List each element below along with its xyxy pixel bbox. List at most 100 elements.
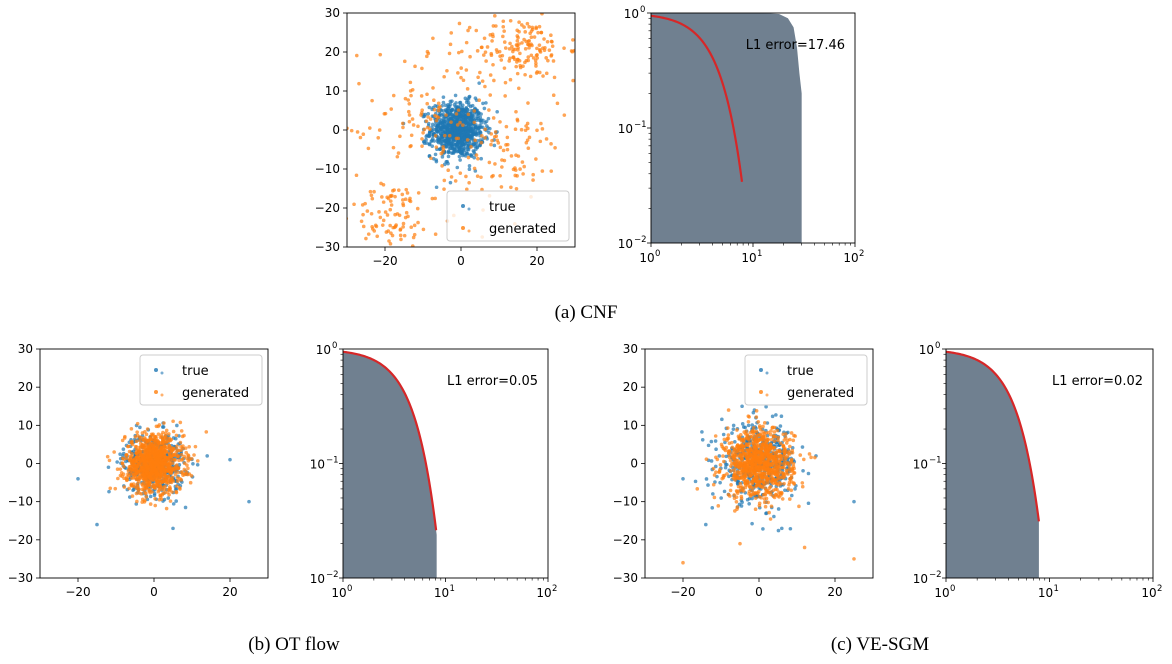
l1-error-annotation: L1 error=0.05	[447, 374, 538, 389]
point-true	[718, 480, 722, 485]
point-generated	[152, 468, 156, 473]
point-generated	[391, 225, 395, 230]
point-generated	[456, 50, 461, 55]
point-generated	[460, 49, 464, 54]
point-generated	[505, 135, 510, 140]
point-generated	[385, 213, 390, 217]
point-true	[439, 125, 444, 129]
scatter-points	[76, 417, 251, 531]
point-generated	[354, 173, 359, 178]
point-generated	[754, 484, 758, 489]
point-generated	[535, 56, 540, 60]
point-generated	[495, 50, 500, 54]
point-true	[478, 118, 483, 123]
point-generated	[398, 228, 403, 232]
point-generated	[127, 465, 132, 469]
point-true	[171, 502, 176, 506]
y-tick-exponent: 0	[640, 5, 645, 15]
point-generated	[762, 500, 767, 505]
point-true	[76, 476, 80, 481]
point-generated	[542, 48, 547, 53]
point-generated	[792, 433, 796, 438]
point-true	[440, 155, 445, 159]
point-generated	[520, 41, 524, 45]
point-true	[148, 494, 153, 499]
point-generated	[424, 119, 429, 123]
point-true	[442, 162, 447, 167]
point-true	[776, 507, 781, 511]
point-generated	[761, 430, 766, 434]
point-generated	[187, 472, 192, 476]
point-generated	[751, 451, 755, 455]
point-generated	[449, 120, 453, 124]
point-generated	[513, 47, 517, 52]
point-generated	[135, 421, 140, 426]
point-generated	[756, 443, 761, 448]
point-generated	[174, 490, 179, 495]
point-generated	[762, 421, 767, 425]
point-generated	[184, 469, 189, 474]
point-true	[790, 446, 795, 450]
point-generated	[769, 437, 774, 442]
point-generated	[120, 474, 124, 478]
point-true	[789, 493, 794, 498]
point-generated	[430, 196, 435, 201]
point-generated	[113, 486, 118, 491]
point-generated	[490, 39, 494, 43]
point-generated	[112, 450, 116, 454]
x-tick-label: 10	[741, 251, 756, 265]
point-generated	[517, 42, 521, 46]
point-generated	[528, 74, 533, 79]
point-generated	[175, 466, 180, 471]
legend: true generated	[139, 354, 263, 406]
point-generated	[434, 118, 439, 123]
point-generated	[730, 461, 734, 466]
point-generated	[760, 471, 765, 476]
point-generated	[734, 489, 739, 493]
point-generated	[402, 233, 407, 238]
point-generated	[737, 444, 742, 449]
point-generated	[747, 438, 751, 442]
point-generated	[553, 145, 557, 150]
point-generated	[148, 502, 153, 506]
point-true	[779, 414, 784, 419]
point-generated	[476, 156, 480, 161]
point-generated	[172, 458, 177, 462]
point-generated	[501, 19, 506, 24]
point-generated	[569, 49, 574, 53]
point-generated	[445, 68, 449, 73]
point-generated	[389, 203, 394, 207]
point-generated	[440, 164, 444, 168]
point-generated	[146, 483, 151, 488]
point-generated	[130, 451, 134, 456]
point-generated	[175, 484, 179, 488]
point-true	[740, 404, 744, 409]
point-generated	[128, 456, 133, 461]
point-generated	[735, 428, 739, 432]
point-generated	[442, 74, 446, 79]
histogram-area	[946, 351, 1039, 578]
point-generated	[355, 130, 360, 134]
point-generated	[535, 46, 539, 51]
point-generated	[437, 105, 441, 110]
point-generated	[485, 45, 490, 49]
point-generated	[732, 493, 736, 497]
point-generated	[538, 139, 543, 144]
point-generated	[459, 75, 463, 80]
point-generated	[768, 517, 773, 521]
point-true	[434, 185, 439, 190]
point-generated	[159, 466, 163, 471]
point-true	[486, 116, 491, 121]
point-true	[463, 109, 467, 113]
point-generated	[163, 434, 168, 438]
point-generated	[472, 109, 477, 113]
point-true	[464, 150, 469, 154]
point-generated	[742, 464, 746, 469]
point-generated	[416, 124, 420, 129]
x-tick-label: 0	[755, 585, 763, 599]
histogram-area	[343, 351, 437, 578]
point-generated	[408, 144, 412, 149]
point-generated	[499, 185, 504, 189]
point-true	[191, 462, 195, 466]
